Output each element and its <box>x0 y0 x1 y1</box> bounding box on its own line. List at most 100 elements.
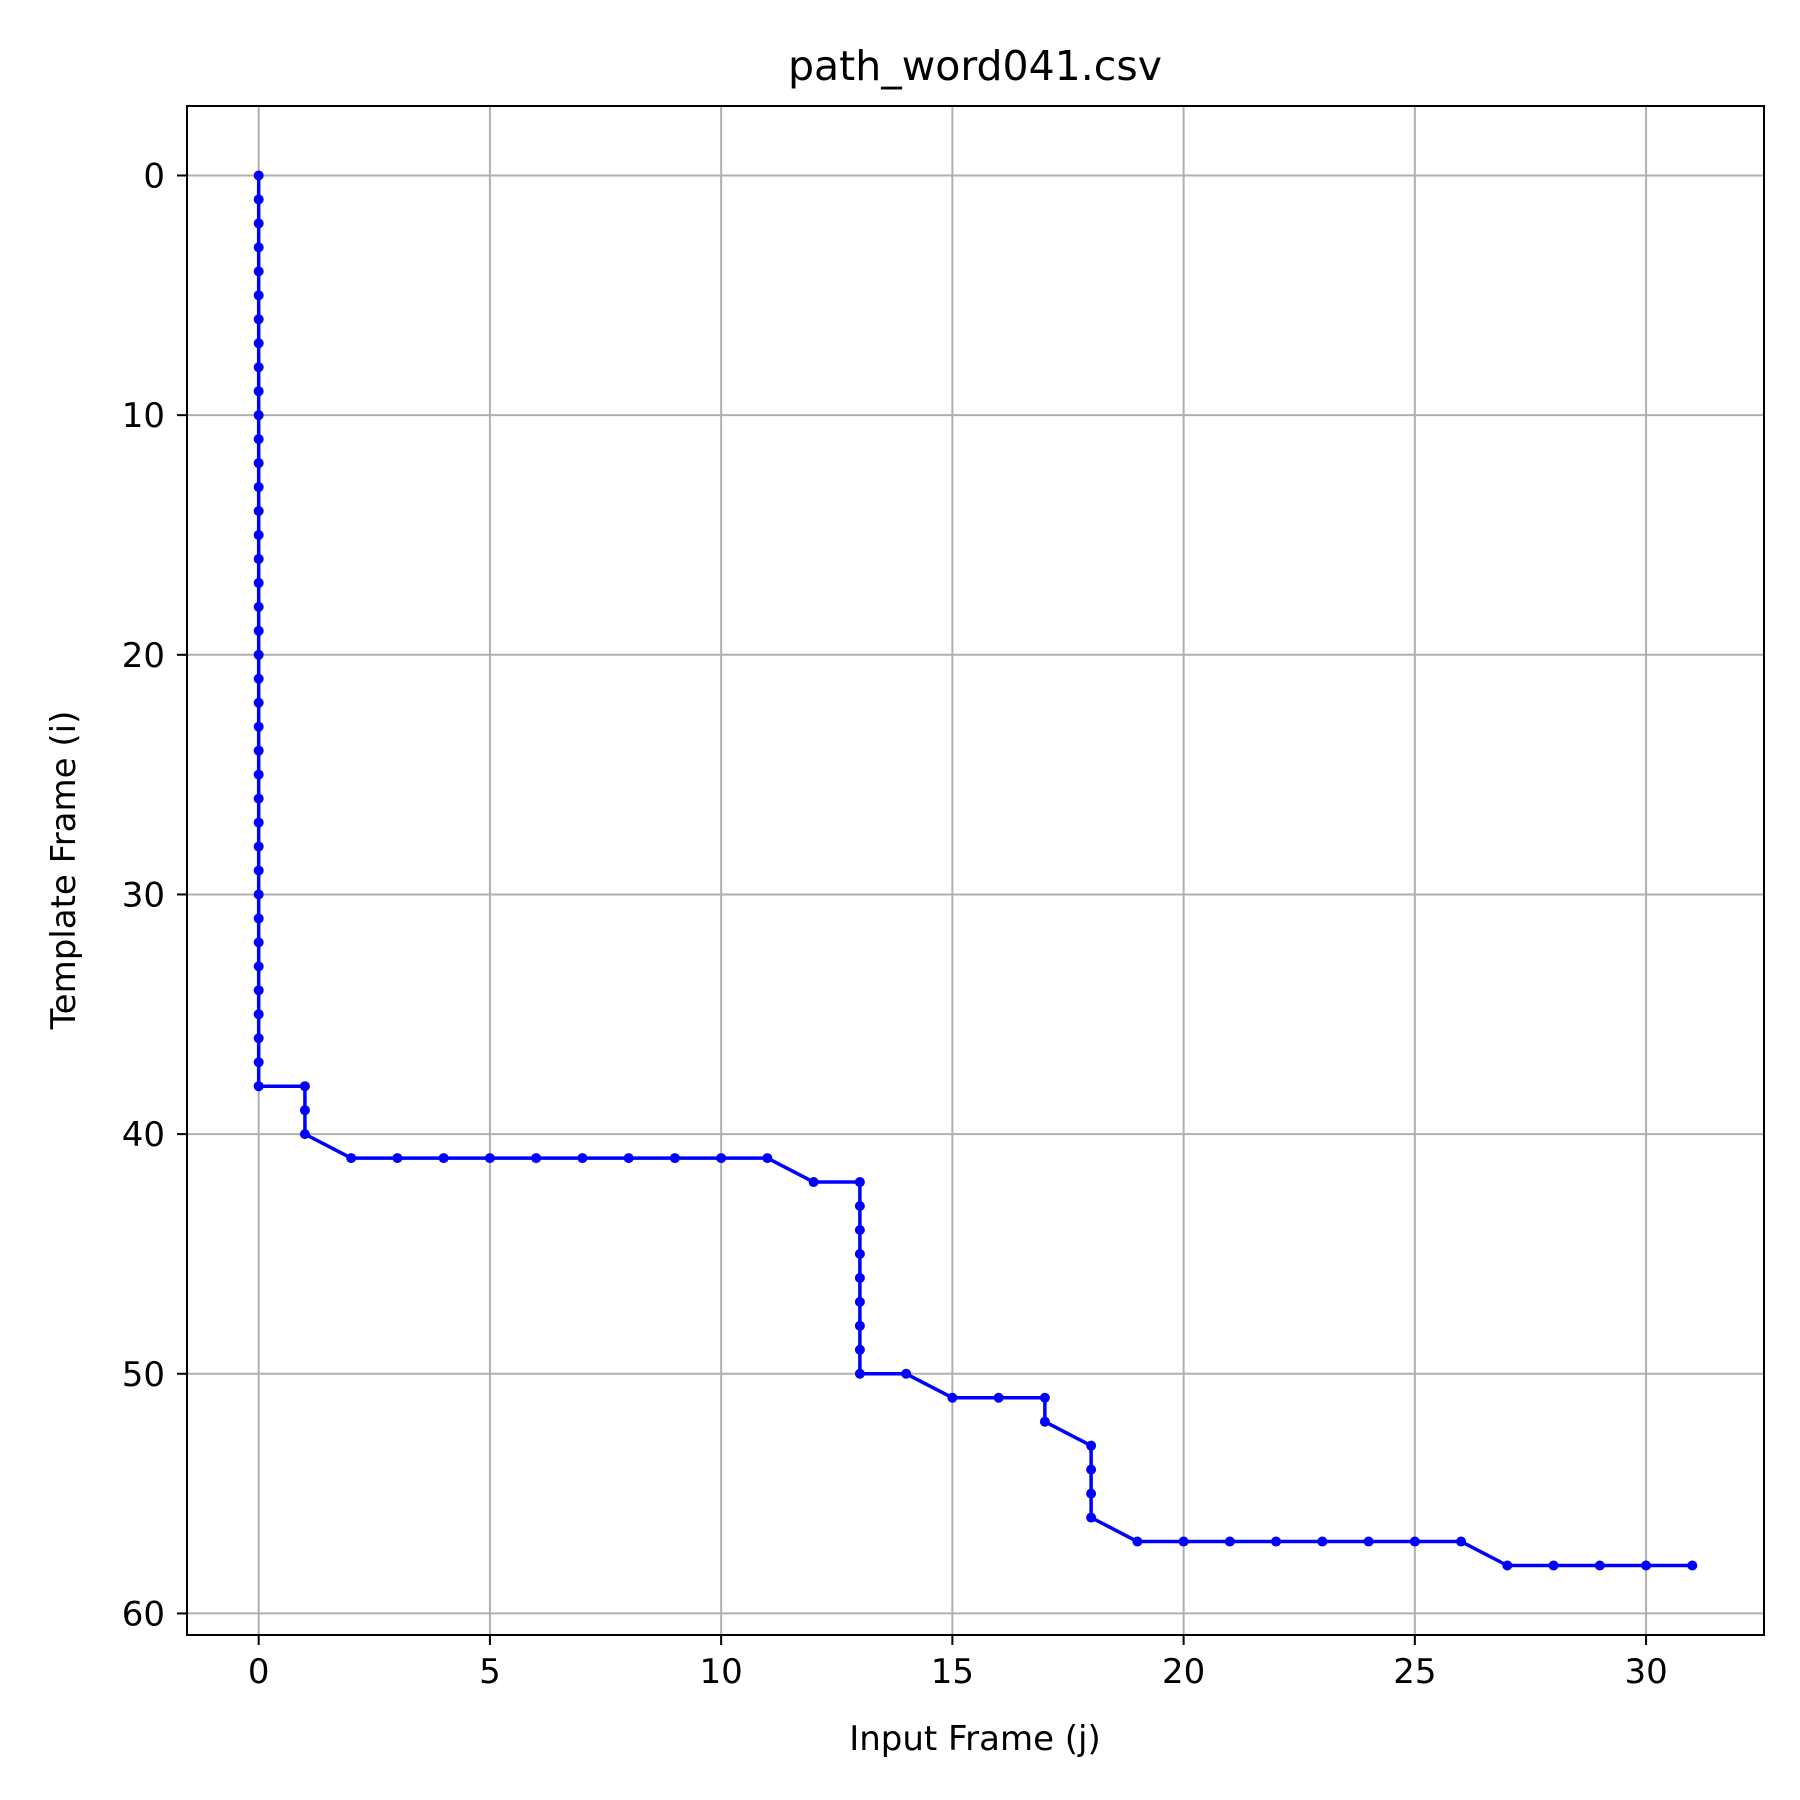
data-point <box>854 1201 865 1212</box>
data-point <box>253 314 264 325</box>
data-point <box>253 529 264 540</box>
data-point <box>253 553 264 564</box>
grid <box>187 106 1764 1635</box>
data-point <box>901 1368 912 1379</box>
data-point <box>253 625 264 636</box>
data-point <box>253 1081 264 1092</box>
data-point <box>854 1272 865 1283</box>
data-point <box>253 218 264 229</box>
data-point <box>1456 1536 1467 1547</box>
data-point <box>1409 1536 1420 1547</box>
data-point <box>253 266 264 277</box>
x-tick-label: 15 <box>931 1652 974 1692</box>
data-point <box>1317 1536 1328 1547</box>
data-point <box>253 1057 264 1068</box>
y-tick-label: 10 <box>122 396 165 436</box>
data-point <box>716 1153 727 1164</box>
data-point <box>253 697 264 708</box>
data-point <box>1502 1560 1513 1571</box>
data-point <box>1178 1536 1189 1547</box>
data-point <box>1224 1536 1235 1547</box>
x-axis-label: Input Frame (j) <box>849 1719 1101 1759</box>
x-tick-label: 0 <box>248 1652 270 1692</box>
data-point <box>253 170 264 181</box>
data-point <box>299 1081 310 1092</box>
data-point <box>253 721 264 732</box>
y-axis-label: Template Frame (i) <box>44 711 84 1031</box>
data-point <box>623 1153 634 1164</box>
series <box>253 170 1698 1571</box>
data-point <box>1039 1416 1050 1427</box>
data-point <box>253 577 264 588</box>
data-point <box>253 673 264 684</box>
data-point <box>253 1033 264 1044</box>
x-tick-label: 30 <box>1624 1652 1667 1692</box>
data-point <box>253 865 264 876</box>
data-point <box>1594 1560 1605 1571</box>
data-point <box>253 362 264 373</box>
data-point <box>253 769 264 780</box>
y-tick-label: 50 <box>122 1355 165 1395</box>
data-point <box>299 1129 310 1140</box>
data-point <box>253 793 264 804</box>
x-tick-label: 20 <box>1162 1652 1205 1692</box>
data-point <box>1548 1560 1559 1571</box>
x-tick-label: 5 <box>479 1652 501 1692</box>
data-point <box>438 1153 449 1164</box>
data-point <box>253 961 264 972</box>
data-point <box>253 290 264 301</box>
data-point <box>253 242 264 253</box>
data-point <box>346 1153 357 1164</box>
data-point <box>1086 1464 1097 1475</box>
data-point <box>854 1177 865 1188</box>
data-point <box>808 1177 819 1188</box>
data-point <box>1132 1536 1143 1547</box>
data-point <box>947 1392 958 1403</box>
data-point <box>531 1153 542 1164</box>
data-point <box>253 410 264 421</box>
data-point <box>253 745 264 756</box>
x-tick-label: 25 <box>1393 1652 1436 1692</box>
data-point <box>253 817 264 828</box>
chart-title: path_word041.csv <box>788 42 1162 90</box>
data-point <box>1086 1488 1097 1499</box>
y-tick-label: 40 <box>122 1115 165 1155</box>
data-point <box>253 338 264 349</box>
data-point <box>762 1153 773 1164</box>
y-tick-label: 30 <box>122 875 165 915</box>
data-point <box>993 1392 1004 1403</box>
data-point <box>577 1153 588 1164</box>
data-point <box>299 1105 310 1116</box>
data-point <box>854 1224 865 1235</box>
data-point <box>253 386 264 397</box>
data-point <box>854 1368 865 1379</box>
data-point <box>253 434 264 445</box>
data-point <box>253 649 264 660</box>
data-point <box>253 985 264 996</box>
data-point <box>253 841 264 852</box>
data-point <box>854 1344 865 1355</box>
data-point <box>253 937 264 948</box>
data-point <box>253 458 264 469</box>
data-point <box>484 1153 495 1164</box>
data-point <box>854 1296 865 1307</box>
x-tick-label: 10 <box>700 1652 743 1692</box>
data-point <box>1086 1512 1097 1523</box>
data-point <box>669 1153 680 1164</box>
data-point <box>1687 1560 1698 1571</box>
data-point <box>253 601 264 612</box>
data-point <box>253 506 264 517</box>
y-tick-label: 0 <box>143 157 165 197</box>
data-point <box>1641 1560 1652 1571</box>
data-point <box>253 194 264 205</box>
data-point <box>392 1153 403 1164</box>
data-point <box>253 889 264 900</box>
data-point <box>1039 1392 1050 1403</box>
y-tick-label: 60 <box>122 1594 165 1634</box>
data-point <box>253 1009 264 1020</box>
data-point <box>253 482 264 493</box>
data-point <box>854 1248 865 1259</box>
data-point <box>1086 1440 1097 1451</box>
